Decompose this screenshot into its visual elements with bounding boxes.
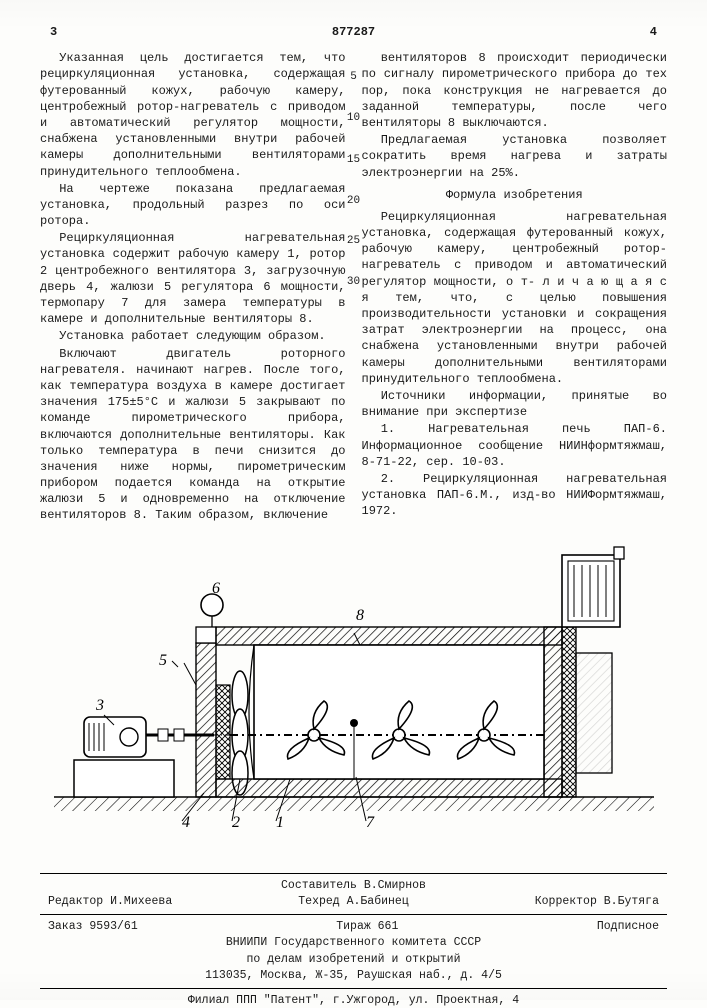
sign: Подписное: [597, 919, 659, 935]
corrector: Корректор В.Бутяга: [535, 894, 659, 910]
org-line: ВНИИПИ Государственного комитета СССР: [40, 935, 667, 951]
paragraph: Предлагаемая установка позволяет сократи…: [362, 132, 668, 181]
page-num-left: 3: [50, 24, 57, 40]
tirazh: Тираж 661: [336, 919, 398, 935]
footer-block: Составитель В.Смирнов Редактор И.Михеева…: [40, 873, 667, 1008]
credits-row: Редактор И.Михеева Техред А.Бабинец Корр…: [40, 894, 667, 910]
paragraph: 1. Нагревательная печь ПАП-6. Информацио…: [362, 421, 668, 470]
address-line: 113035, Москва, Ж-35, Раушская наб., д. …: [40, 968, 667, 984]
callout-number: 1: [276, 814, 284, 831]
page: 3 877287 4 5 10 15 20 25 30 Указанная це…: [0, 0, 707, 1000]
paragraph: Указанная цель достигается тем, что реци…: [40, 50, 346, 180]
paragraph: Включают двигатель роторного нагревателя…: [40, 346, 346, 524]
compiler-line: Составитель В.Смирнов: [40, 878, 667, 894]
paragraph: Рециркуляционная нагревательная установк…: [362, 209, 668, 387]
page-header: 3 877287 4: [40, 24, 667, 40]
paragraph: Установка работает следующим образом.: [40, 328, 346, 344]
callout-number: 4: [182, 814, 190, 831]
editor: Редактор И.Михеева: [48, 894, 172, 910]
callout-number: 6: [212, 580, 220, 597]
org-line2: по делам изобретений и открытий: [40, 952, 667, 968]
formula-heading: Формула изобретения: [362, 187, 668, 203]
paragraph: 2. Рециркуляционная нагревательная устан…: [362, 471, 668, 520]
document-number: 877287: [57, 24, 650, 40]
column-left: Указанная цель достигается тем, что реци…: [40, 50, 346, 524]
branch-line: Филиал ППП "Патент", г.Ужгород, ул. Прое…: [40, 993, 667, 1008]
paragraph: Источники информации, принятые во вниман…: [362, 388, 668, 420]
paragraph: Рециркуляционная нагревательная установк…: [40, 230, 346, 327]
order-number: Заказ 9593/61: [48, 919, 138, 935]
techred: Техред А.Бабинец: [298, 894, 408, 910]
callout-number: 7: [366, 814, 375, 831]
paragraph: На чертеже показана предлагаемая установ…: [40, 181, 346, 230]
text-columns: Указанная цель достигается тем, что реци…: [40, 50, 667, 524]
column-right: вентиляторов 8 происходит периодически п…: [362, 50, 668, 524]
order-row: Заказ 9593/61 Тираж 661 Подписное: [40, 919, 667, 935]
callout-number: 3: [95, 697, 104, 714]
figure-diagram: 6 8 5 3 4 2 1 7: [40, 535, 667, 865]
callout-number: 8: [356, 607, 364, 624]
apparatus-svg: 6 8 5 3 4 2 1 7: [54, 535, 654, 865]
callout-number: 2: [232, 814, 240, 831]
callout-number: 5: [159, 652, 167, 669]
page-num-right: 4: [650, 24, 657, 40]
paragraph: вентиляторов 8 происходит периодически п…: [362, 50, 668, 131]
